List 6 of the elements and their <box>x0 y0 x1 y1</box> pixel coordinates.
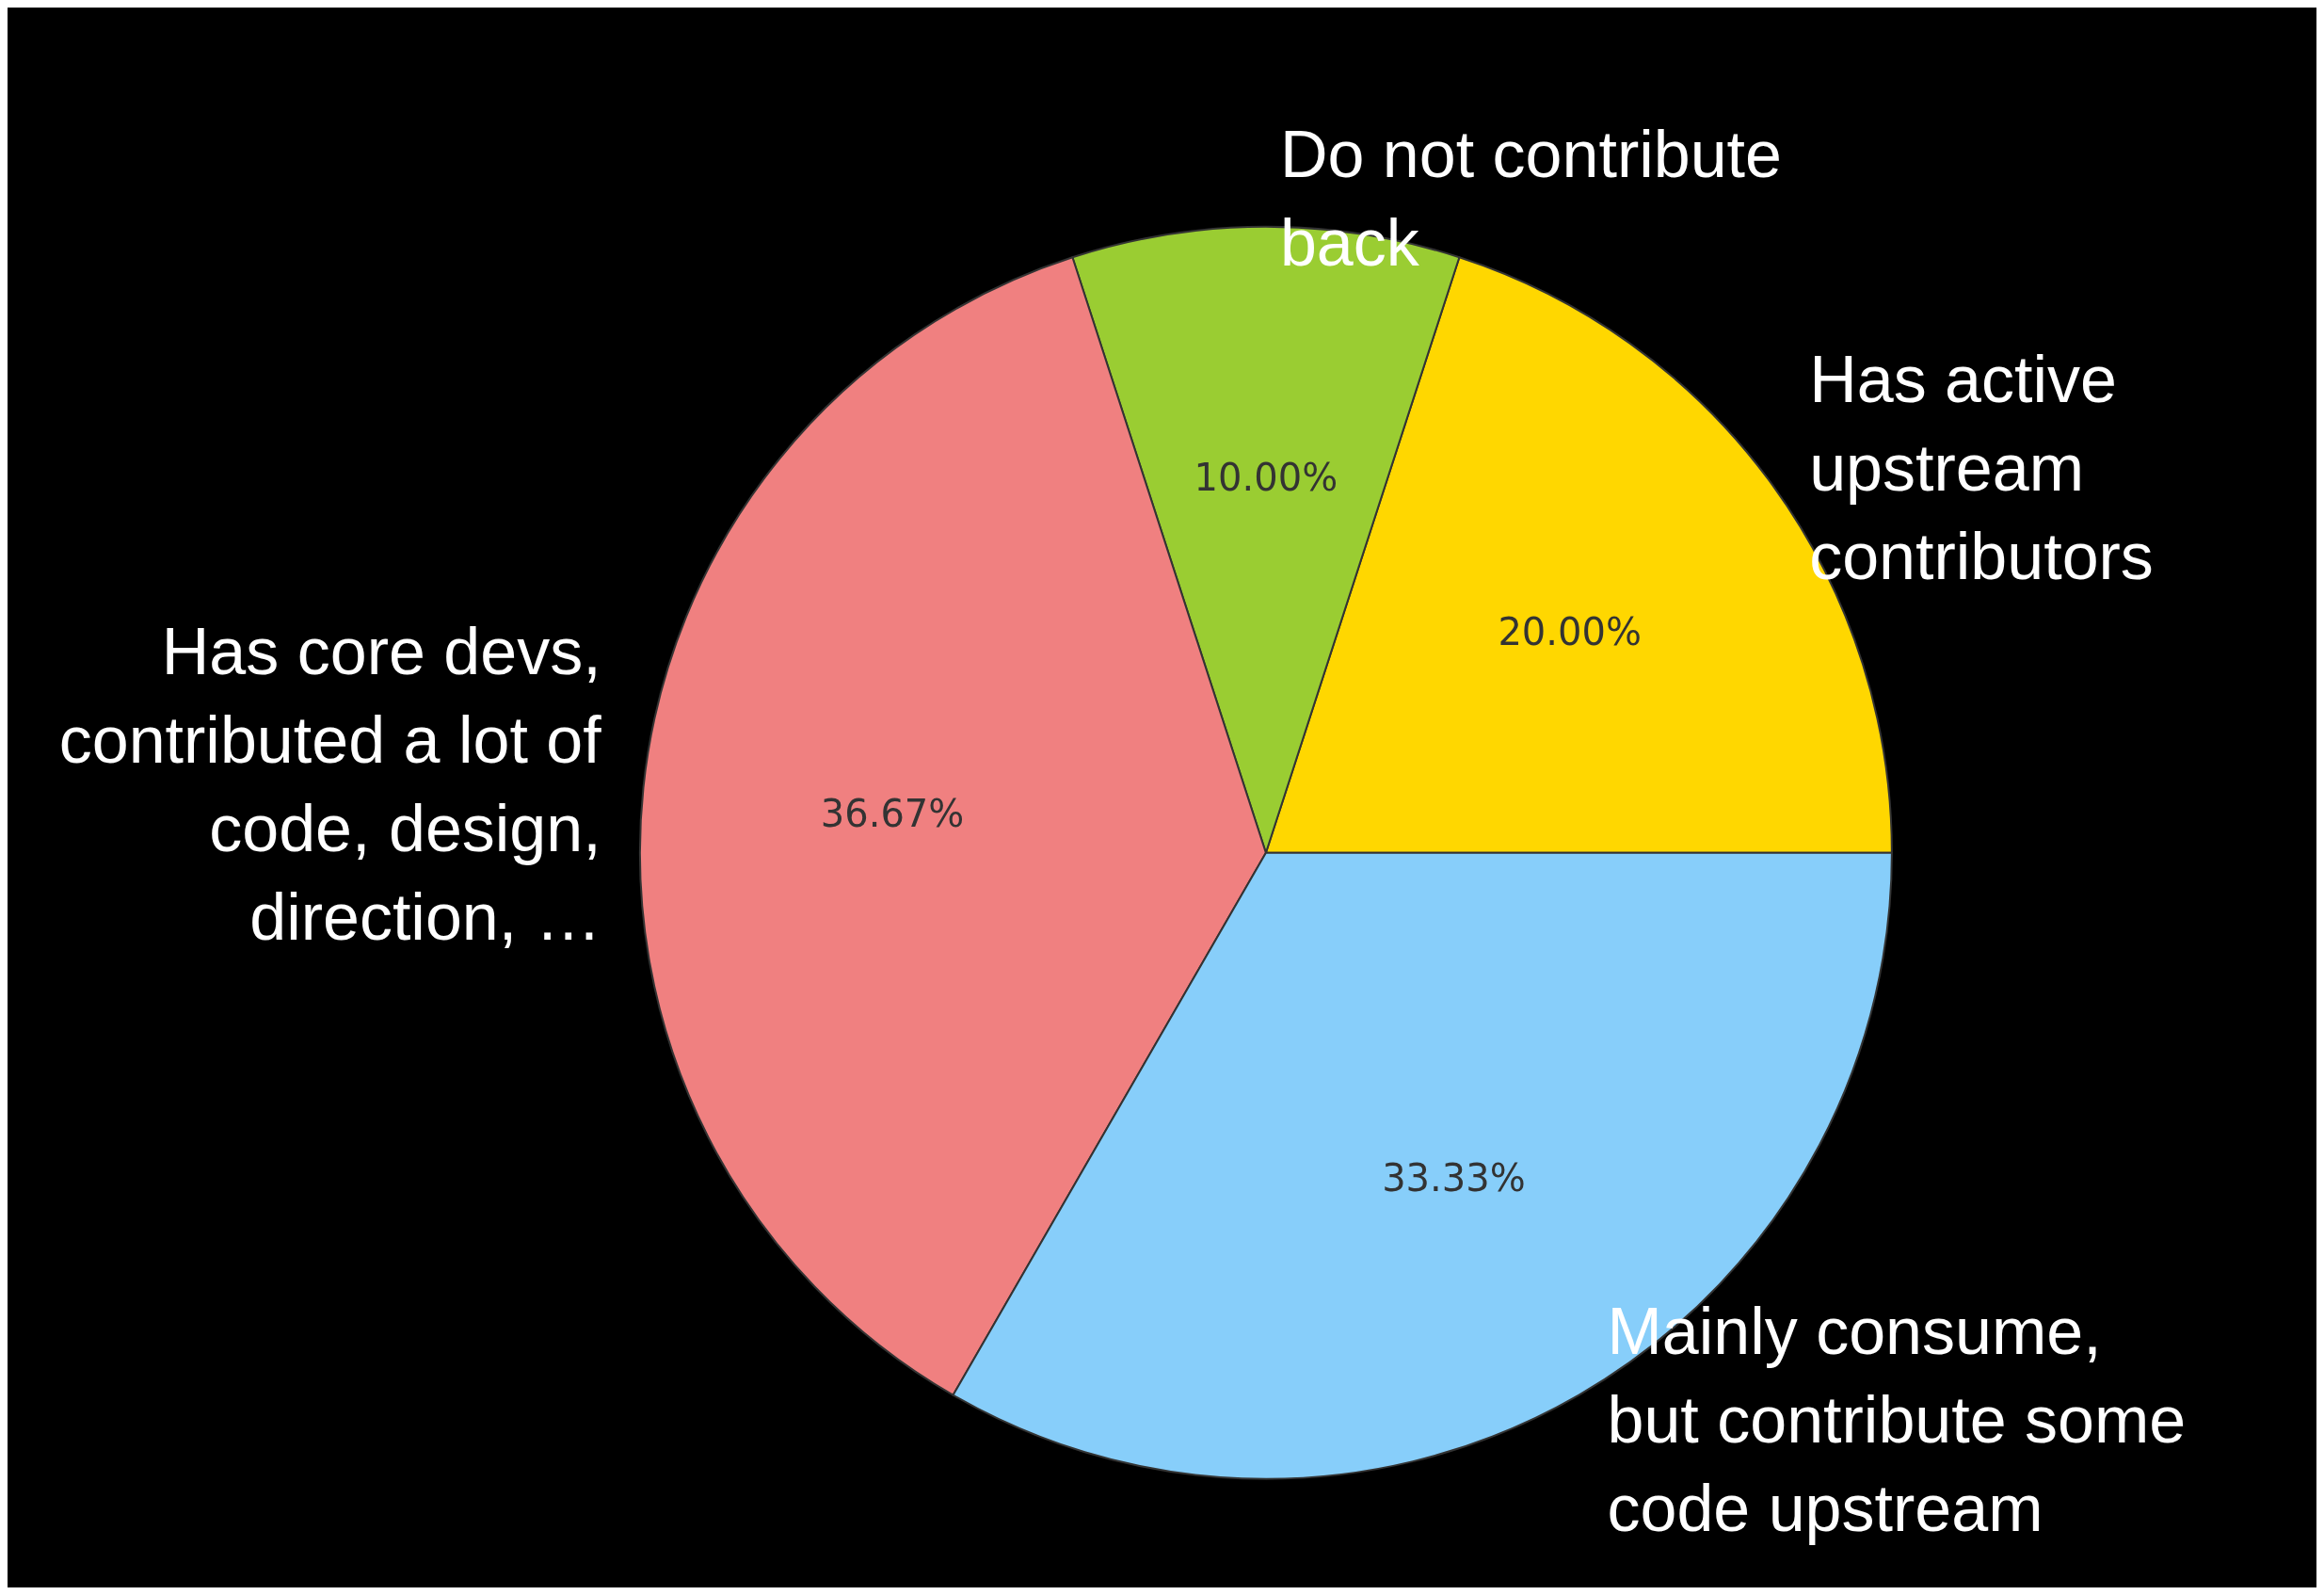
data-label: 20.00% <box>1498 610 1642 654</box>
slice-label: Has core devs, contributed a lot of code, design, direction, … <box>58 615 602 955</box>
data-label: 36.67% <box>820 792 965 836</box>
data-label: 10.00% <box>1194 455 1338 499</box>
data-label: 33.33% <box>1382 1156 1526 1200</box>
slice-label: Has active upstream contributors <box>1809 343 2154 594</box>
